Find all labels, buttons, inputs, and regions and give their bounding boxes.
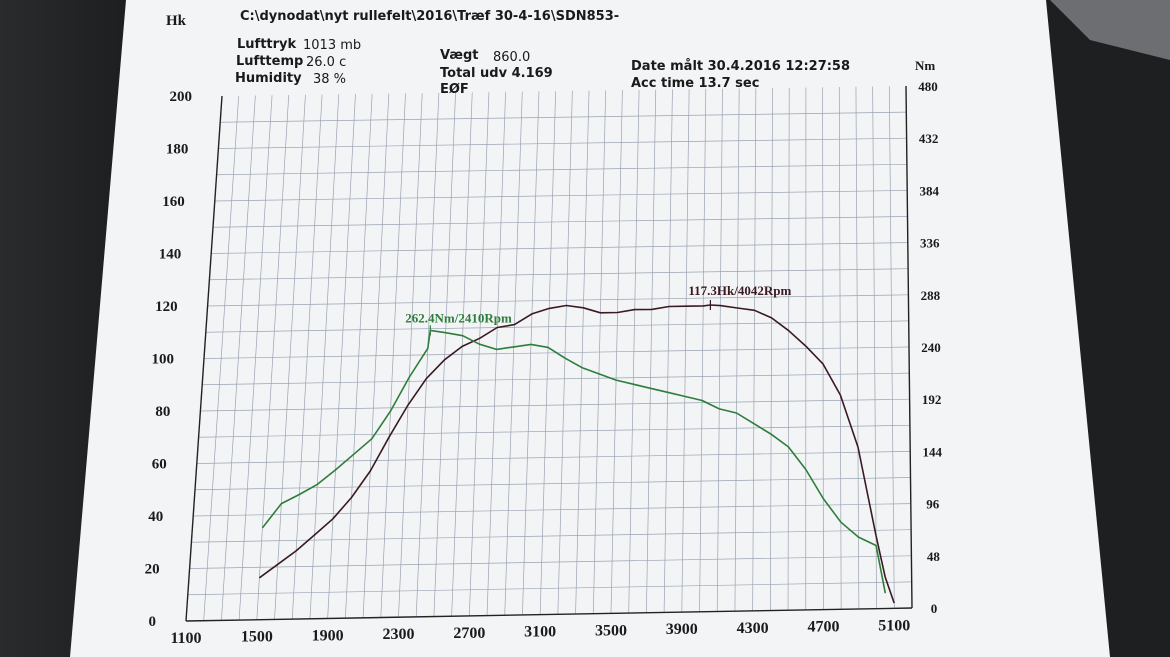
- eof-label: EØF: [440, 82, 469, 97]
- grid-line-h: [193, 503, 911, 517]
- x-tick-label: 5100: [878, 617, 910, 634]
- grid-line-h: [191, 529, 912, 543]
- right-tick-label: 288: [921, 288, 941, 303]
- torque-peak-label: 262.4Nm/2410Rpm: [405, 310, 512, 325]
- torque-curve: [261, 329, 887, 594]
- acc-time: Acc time 13.7 sec: [631, 76, 760, 91]
- right-tick-label: 240: [921, 340, 941, 355]
- right-axis-ticks: 0 48 96 144 192 240 288 336 384 432 480: [918, 79, 942, 616]
- right-tick-label: 0: [931, 601, 938, 616]
- grid-line-h: [200, 398, 910, 412]
- date-measured: Date målt 30.4.2016 12:27:58: [631, 59, 851, 74]
- grid-line-h: [202, 372, 910, 386]
- right-tick-label: 48: [927, 549, 941, 564]
- x-tick-label: 3500: [595, 622, 627, 639]
- x-tick-label: 3900: [666, 621, 698, 638]
- grid-line-h: [216, 163, 907, 176]
- humidity-label: Humidity: [235, 71, 302, 86]
- left-tick-label: 180: [166, 142, 189, 158]
- left-tick-label: 0: [149, 614, 157, 630]
- left-tick-label: 40: [148, 509, 163, 525]
- lufttryk-value: 1013 mb: [303, 38, 362, 53]
- x-tick-label: 1900: [312, 627, 344, 644]
- power-peak-label: 117.3Hk/4042Rpm: [688, 283, 791, 298]
- grid-line-h: [187, 581, 912, 596]
- right-tick-label: 192: [922, 392, 942, 407]
- right-axis-title: Nm: [915, 58, 935, 73]
- right-tick-label: 480: [918, 79, 938, 94]
- x-tick-label: 2300: [382, 626, 414, 643]
- paper: [70, 0, 1110, 657]
- grid-line-h: [209, 268, 909, 281]
- left-tick-label: 160: [162, 194, 185, 210]
- series-group: [258, 304, 895, 604]
- x-tick-label: 1500: [241, 629, 273, 646]
- humidity-value: 38 %: [313, 72, 347, 87]
- grid-line-h: [218, 137, 907, 149]
- right-axis-line: [905, 85, 913, 609]
- power-curve: [258, 304, 895, 604]
- right-tick-label: 432: [919, 131, 939, 146]
- grid-line-h: [220, 111, 907, 123]
- left-tick-label: 20: [145, 562, 160, 578]
- left-tick-label: 100: [152, 352, 175, 368]
- x-tick-label: 4300: [737, 620, 769, 637]
- left-axis-ticks: 0 20 40 60 80 100 120 140 160 180 200: [145, 89, 192, 630]
- lufttryk-label: Lufttryk: [237, 37, 297, 52]
- grid-line-h: [214, 190, 908, 202]
- lufttemp-label: Lufttemp: [236, 54, 304, 69]
- grid-line-h: [212, 216, 908, 228]
- grid-line-h: [189, 555, 912, 569]
- left-tick-label: 60: [152, 457, 167, 473]
- x-axis-line: [185, 607, 913, 622]
- axes: [185, 85, 913, 622]
- x-tick-label: 4700: [807, 619, 839, 636]
- annotations: 262.4Nm/2410Rpm 117.3Hk/4042Rpm: [405, 283, 791, 336]
- right-tick-label: 144: [922, 444, 942, 459]
- total-udv: Total udv 4.169: [440, 66, 553, 81]
- left-tick-label: 120: [155, 299, 178, 315]
- x-tick-label: 1100: [170, 630, 201, 647]
- grid-line-h: [196, 451, 911, 464]
- grid-line-h: [211, 242, 908, 254]
- vaegt-value: 860.0: [493, 50, 531, 65]
- left-tick-label: 200: [170, 89, 193, 105]
- x-tick-label: 3100: [524, 624, 556, 641]
- x-axis-ticks: 1100 1500 1900 2300 2700 3100 3500 3900 4300 4700…: [170, 617, 910, 647]
- right-tick-label: 384: [919, 183, 939, 198]
- grid: [187, 86, 912, 621]
- file-path: C:\dynodat\nyt rullefelt\2016\Træf 30-4-…: [240, 9, 620, 24]
- grid-line-h: [205, 320, 909, 333]
- left-tick-label: 140: [159, 247, 182, 263]
- right-tick-label: 336: [920, 236, 940, 251]
- lufttemp-value: 26.0 c: [306, 55, 347, 70]
- left-axis-line: [185, 95, 223, 622]
- left-tick-label: 80: [155, 404, 170, 420]
- x-tick-label: 2700: [453, 625, 485, 642]
- right-tick-label: 96: [926, 497, 940, 512]
- fabric-corner: [1050, 0, 1170, 60]
- vaegt-label: Vægt: [440, 48, 479, 63]
- grid-line-h: [207, 294, 909, 307]
- grid-line-h: [198, 424, 910, 438]
- grid-line-h: [194, 477, 911, 491]
- left-axis-title: Hk: [166, 13, 187, 29]
